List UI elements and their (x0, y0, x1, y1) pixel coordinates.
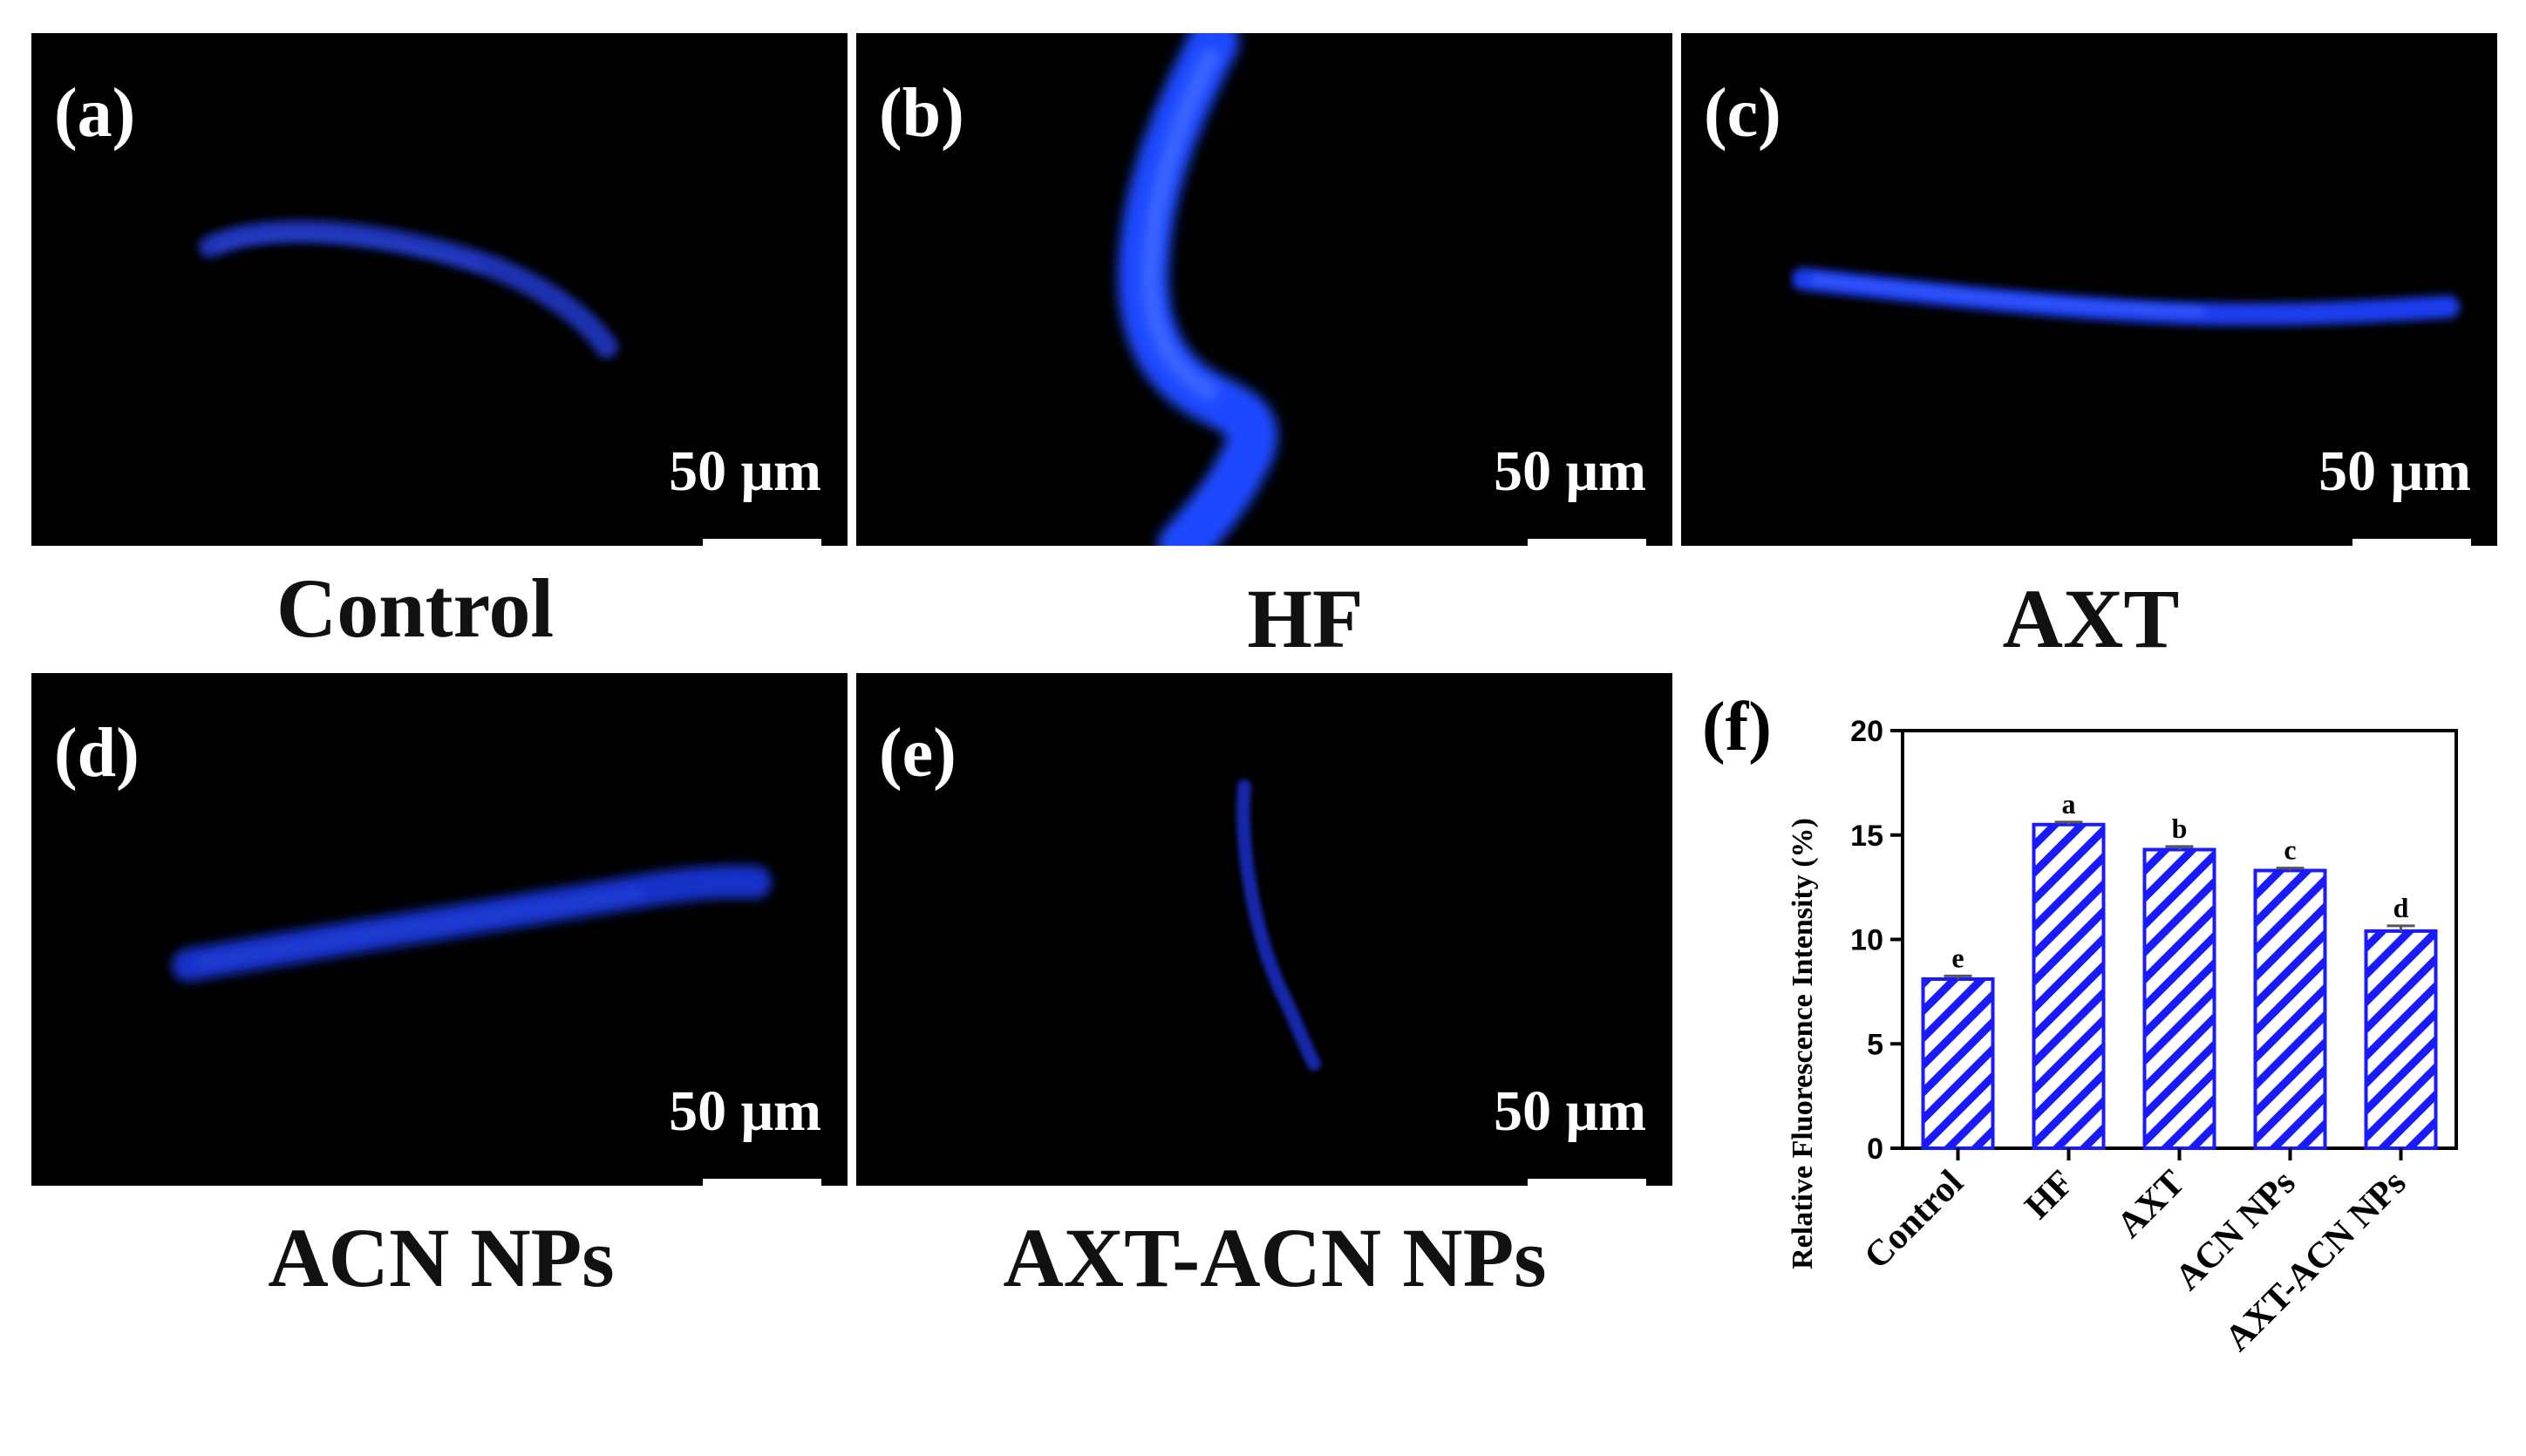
panel-b-scale-bar (1528, 539, 1646, 546)
bar-acn-nps (2253, 868, 2327, 1150)
bar-axt (2142, 847, 2216, 1150)
y-tick-label: 5 (1867, 1028, 1883, 1061)
panel-a-micrograph: (a) 50 μm (31, 33, 848, 546)
panel-b-caption: HF (1247, 572, 1364, 665)
y-tick-label: 15 (1850, 820, 1883, 853)
panel-a-scale-bar (703, 539, 821, 546)
panel-a-label: (a) (54, 75, 136, 152)
x-tick-label: HF (2018, 1163, 2082, 1228)
y-tick-label: 10 (1850, 924, 1883, 957)
y-tick-label: 0 (1867, 1133, 1883, 1166)
panel-b-scale-label: 50 μm (1494, 439, 1646, 503)
panel-b-label: (b) (879, 75, 964, 152)
panel-a-caption: Control (276, 561, 555, 655)
significance-letter: c (2284, 834, 2296, 866)
panel-e-scale-label: 50 μm (1494, 1079, 1646, 1143)
panel-e-micrograph: (e) 50 μm (856, 673, 1672, 1186)
bar-hf (2032, 822, 2106, 1150)
panel-d-scale-label: 50 μm (669, 1079, 821, 1143)
panel-b-micrograph: (b) 50 μm (856, 33, 1672, 546)
panel-e-label: (e) (879, 715, 957, 792)
panel-e-image (1236, 779, 1321, 1071)
significance-letter: d (2393, 892, 2409, 923)
panel-a-scale-label: 50 μm (669, 439, 821, 503)
panel-c-scale-label: 50 μm (2318, 439, 2471, 503)
significance-letter: b (2172, 813, 2188, 844)
bar-chart: (f) Relative Fluorescence Intensity (%) … (1702, 689, 2458, 1359)
panel-e-caption: AXT-ACN NPs (1003, 1211, 1547, 1304)
panel-d-micrograph: (d) 50 μm (31, 673, 848, 1186)
panel-c-label: (c) (1704, 75, 1781, 152)
panel-f-label: (f) (1702, 689, 1772, 765)
panel-c-caption: AXT (2002, 572, 2180, 665)
bar-control (1921, 977, 1995, 1150)
panel-d-label: (d) (54, 715, 140, 792)
y-axis-label: Relative Fluorescence Intensity (%) (1787, 818, 1819, 1269)
panel-b-image (1118, 33, 1278, 546)
panel-c-micrograph: (c) 50 μm (1681, 33, 2497, 546)
significance-letter: a (2062, 788, 2076, 820)
panel-e-scale-bar (1528, 1179, 1646, 1186)
panel-c-scale-bar (2352, 539, 2471, 546)
panel-a-image (199, 220, 618, 358)
x-tick-label: Control (1857, 1163, 1971, 1277)
panel-d-image (172, 865, 772, 982)
y-tick-label: 20 (1850, 715, 1883, 748)
significance-letter: e (1951, 942, 1964, 973)
x-tick-label: AXT (2109, 1163, 2192, 1246)
panel-d-caption: ACN NPs (268, 1211, 615, 1304)
panel-c-image (1792, 268, 2460, 326)
panel-d-scale-bar (703, 1179, 821, 1186)
bar-axt-acn-nps (2364, 929, 2438, 1151)
